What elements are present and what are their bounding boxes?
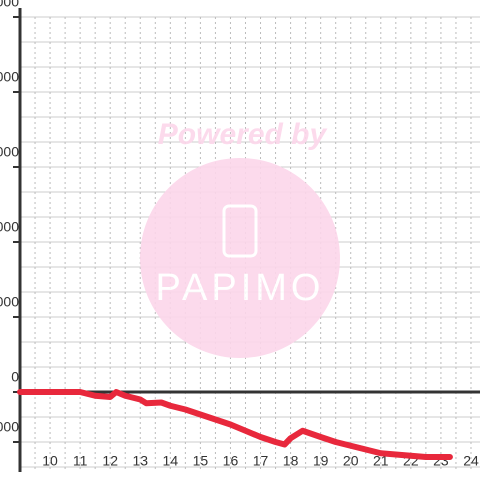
x-tick-label: 24 <box>463 453 479 469</box>
x-tick-label: 19 <box>313 453 329 469</box>
y-tick-label: 90,000 <box>0 144 19 160</box>
y-tick-label: -20,000 <box>0 419 19 435</box>
x-tick-label: 21 <box>373 453 389 469</box>
x-tick-label: 20 <box>343 453 359 469</box>
y-tick-label: 30,000 <box>0 294 19 310</box>
y-tick-label: 60,000 <box>0 219 19 235</box>
watermark: Powered by PAPIMO <box>140 118 340 358</box>
x-tick-label: 15 <box>193 453 209 469</box>
y-tick-label: 120,000 <box>0 69 19 85</box>
x-tick-label: 14 <box>163 453 179 469</box>
x-tick-label: 11 <box>73 453 88 469</box>
y-tick-label: 150,000 <box>0 0 19 10</box>
x-tick-label: 13 <box>132 453 148 469</box>
x-tick-label: 12 <box>102 453 118 469</box>
watermark-circle <box>140 158 340 358</box>
x-tick-label: 18 <box>283 453 299 469</box>
watermark-text: Powered by <box>158 118 328 151</box>
line <box>17 389 453 460</box>
y-tick-label: 0 <box>11 369 19 385</box>
watermark-phone <box>222 204 258 258</box>
watermark-logo: PAPIMO <box>156 267 325 309</box>
x-tick-label: 10 <box>42 453 58 469</box>
x-tick-label: 17 <box>253 453 269 469</box>
x-tick-label: 16 <box>223 453 239 469</box>
